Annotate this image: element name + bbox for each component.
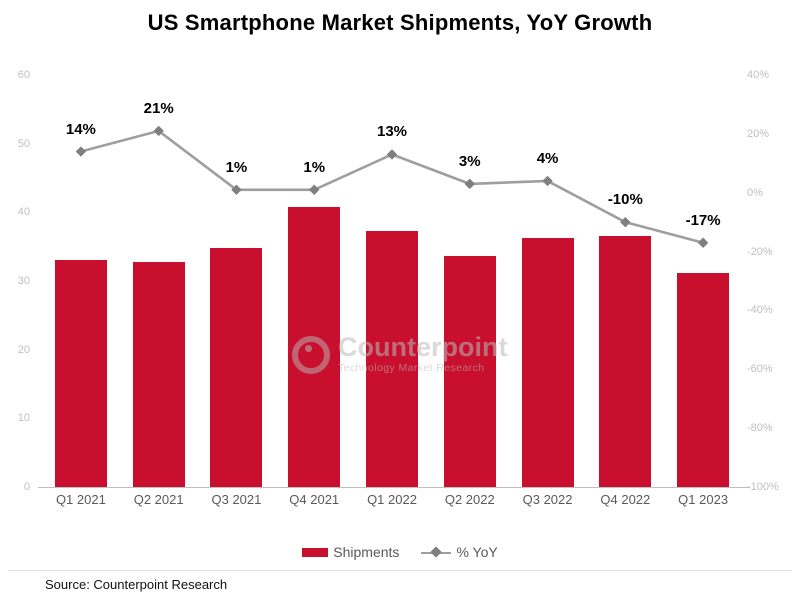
y-axis-left-tick: 30 bbox=[17, 275, 30, 287]
y-axis-left-tick: 50 bbox=[17, 137, 30, 150]
yoy-data-label: 4% bbox=[536, 149, 559, 167]
yoy-data-label: 14% bbox=[65, 120, 96, 138]
y-axis-right-tick: 20% bbox=[747, 127, 770, 140]
yoy-marker-diamond bbox=[231, 184, 242, 195]
x-axis-tick: Q1 2021 bbox=[55, 492, 106, 507]
x-axis-tick: Q2 2022 bbox=[444, 492, 495, 507]
yoy-line bbox=[80, 129, 704, 244]
y-axis-left-tick: 0 bbox=[23, 481, 30, 493]
yoy-marker-diamond bbox=[697, 237, 709, 248]
shipments-bar bbox=[677, 273, 730, 487]
yoy-data-label: 1% bbox=[303, 158, 326, 176]
legend-label-yoy: % YoY bbox=[456, 544, 498, 560]
footer-divider bbox=[8, 570, 792, 571]
yoy-data-label: -17% bbox=[685, 211, 721, 229]
shipments-bar bbox=[443, 255, 496, 487]
y-axis-left-tick: 40 bbox=[17, 206, 30, 219]
x-axis-line bbox=[38, 487, 750, 488]
yoy-marker-diamond bbox=[75, 146, 87, 157]
y-axis-right-tick: 40% bbox=[747, 69, 770, 81]
x-axis-tick: Q4 2021 bbox=[289, 492, 340, 507]
yoy-marker-diamond bbox=[386, 149, 398, 160]
yoy-marker-diamond bbox=[464, 178, 475, 190]
x-axis-tick: Q1 2023 bbox=[678, 492, 729, 507]
shipments-bar bbox=[210, 248, 263, 487]
yoy-data-label: 13% bbox=[376, 123, 408, 141]
shipments-bar bbox=[521, 237, 574, 487]
x-axis-tick: Q3 2021 bbox=[211, 492, 262, 507]
source-note: Source: Counterpoint Research bbox=[45, 577, 228, 592]
y-axis-left-tick: 10 bbox=[17, 412, 30, 425]
x-axis-tick: Q3 2022 bbox=[522, 492, 573, 507]
y-axis-right-tick: -100% bbox=[747, 481, 779, 493]
yoy-marker-diamond bbox=[309, 184, 320, 195]
yoy-data-label: 3% bbox=[458, 152, 481, 170]
x-axis-tick: Q1 2022 bbox=[367, 492, 417, 507]
yoy-marker-diamond bbox=[153, 125, 164, 137]
yoy-marker-diamond bbox=[542, 175, 553, 187]
x-axis-tick: Q4 2022 bbox=[600, 492, 651, 507]
yoy-data-label: 1% bbox=[225, 158, 248, 176]
shipments-bar bbox=[366, 230, 418, 487]
x-axis-tick: Q2 2021 bbox=[133, 492, 184, 507]
shipments-swatch-icon bbox=[302, 547, 329, 557]
y-axis-right-tick: 0% bbox=[747, 186, 763, 199]
yoy-marker-diamond bbox=[620, 216, 631, 228]
chart-title: US Smartphone Market Shipments, YoY Grow… bbox=[147, 10, 653, 35]
shipments-bar bbox=[599, 236, 652, 487]
chart-legend: Shipments % YoY bbox=[0, 544, 800, 560]
y-axis-left-tick: 60 bbox=[17, 69, 30, 81]
shipments-bar bbox=[132, 262, 185, 487]
yoy-data-label: 21% bbox=[143, 99, 174, 117]
shipments-bar bbox=[54, 259, 107, 487]
y-axis-right-tick: -40% bbox=[747, 304, 773, 317]
y-axis-right-tick: -60% bbox=[747, 363, 773, 376]
y-axis-right-tick: -20% bbox=[747, 245, 773, 258]
yoy-data-label: -10% bbox=[607, 191, 643, 209]
legend-item-yoy: % YoY bbox=[421, 544, 498, 560]
legend-label-shipments: Shipments bbox=[333, 544, 400, 560]
yoy-line-swatch-icon bbox=[421, 546, 452, 558]
y-axis-left-tick: 20 bbox=[17, 343, 30, 356]
legend-item-shipments: Shipments bbox=[302, 544, 399, 560]
y-axis-right-tick: -80% bbox=[747, 422, 773, 435]
